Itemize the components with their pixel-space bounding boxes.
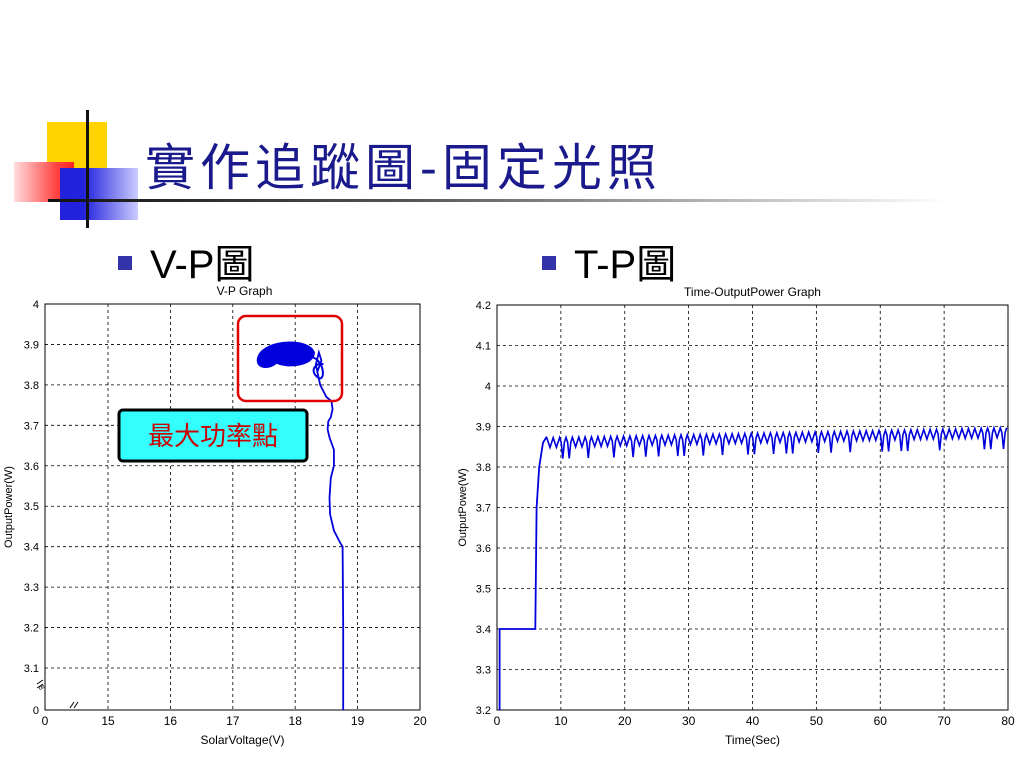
- vp-x-tick-label: 19: [351, 714, 365, 728]
- tp-y-tick-label: 3.9: [476, 422, 491, 434]
- tp-x-axis-label: Time(Sec): [725, 733, 780, 747]
- vp-y-tick-label: 3.4: [24, 542, 39, 554]
- vp-y-tick-label: 3.3: [24, 582, 39, 594]
- vp-y-tick-label: 3.2: [24, 623, 39, 635]
- tp-x-tick-label: 50: [810, 714, 824, 728]
- tp-x-tick-label: 0: [494, 714, 501, 728]
- vp-x-tick-label: 18: [289, 714, 303, 728]
- tp-y-tick-label: 3.7: [476, 503, 491, 515]
- vp-y-axis-break-mark: ꟹ: [37, 683, 49, 696]
- tp-x-tick-label: 40: [746, 714, 760, 728]
- vp-mpp-highlight-box: [236, 314, 344, 403]
- deco-blue-square: [60, 168, 138, 220]
- tp-chart-title: Time-OutputPower Graph: [684, 285, 821, 299]
- tp-y-axis-label: OutputPowe(W): [457, 468, 469, 546]
- bullet-vp-label: V-P圖: [150, 243, 255, 287]
- vp-series-line: [314, 349, 345, 710]
- tp-y-tick-label: 4: [485, 381, 491, 393]
- vp-y-tick-label: 3.9: [24, 339, 39, 351]
- vp-y-tick-label: 3.7: [24, 420, 39, 432]
- vp-y-axis-break-icon: [36, 679, 44, 689]
- vp-y-tick-label: 0: [33, 705, 39, 717]
- vp-x-tick-label: 0: [42, 714, 49, 728]
- tp-y-tick-label: 3.6: [476, 543, 491, 555]
- vp-y-tick-label: 3.6: [24, 461, 39, 473]
- vp-mpp-cluster: [256, 341, 315, 368]
- tp-x-tick-label: 10: [554, 714, 568, 728]
- tp-y-tick-label: 3.5: [476, 584, 491, 596]
- tp-y-tick-label: 3.4: [476, 624, 491, 636]
- vp-x-tick-label: 16: [164, 714, 178, 728]
- tp-x-tick-label: 80: [1001, 714, 1015, 728]
- vp-chart-title: V-P Graph: [217, 284, 273, 298]
- tp-series-startup: [498, 436, 548, 710]
- tp-x-tick-label: 60: [874, 714, 888, 728]
- tp-y-tick-label: 3.8: [476, 462, 491, 474]
- tp-y-tick-label: 4.2: [476, 300, 491, 312]
- tp-y-tick-label: 3.2: [476, 705, 491, 717]
- bullet-square-icon: [542, 256, 556, 271]
- vp-chart: 0 15 16 17 18 19 20 0 3.1 3.2 3.3 3.4 3.5 3.6 3.7 3.8 3.…: [3, 284, 427, 747]
- vp-x-axis-label: SolarVoltage(V): [200, 733, 284, 747]
- tp-series-steady: [546, 425, 1008, 459]
- vp-x-tick-label: 20: [413, 714, 427, 728]
- vp-x-tick-label: 17: [226, 714, 240, 728]
- vp-x-axis-break-icon: [69, 701, 79, 709]
- vp-callout-label: 最大功率點: [148, 422, 278, 452]
- vp-y-axis-label: OutputPower(W): [3, 466, 15, 548]
- bullet-tp: T-P圖: [542, 232, 676, 290]
- vp-callout-box: [117, 408, 309, 463]
- tp-y-tick-label: 4.1: [476, 341, 491, 353]
- vp-x-tick-label: 15: [101, 714, 115, 728]
- vp-y-tick-label: 4: [33, 299, 39, 311]
- vp-y-tick-label: 3.8: [24, 380, 39, 392]
- deco-horizontal-line: [48, 199, 948, 202]
- tp-x-tick-label: 20: [618, 714, 632, 728]
- bullet-square-icon: [118, 256, 132, 271]
- vp-y-tick-label: 3.5: [24, 501, 39, 513]
- tp-y-tick-label: 3.3: [476, 665, 491, 677]
- vp-y-tick-label: 3.1: [24, 663, 39, 675]
- tp-x-tick-label: 70: [937, 714, 951, 728]
- tp-chart: 0 10 20 30 40 50 60 70 80 3.2 3.3 3.4 3.5 3.6 3.7 3.8 3.…: [457, 285, 1015, 747]
- vp-mpp-loop: [310, 355, 325, 380]
- bullet-tp-label: T-P圖: [574, 243, 677, 287]
- tp-x-tick-label: 30: [682, 714, 696, 728]
- bullet-vp: V-P圖: [118, 232, 254, 290]
- page-title: 實作追蹤圖-固定光照: [145, 139, 662, 197]
- deco-vertical-line: [86, 110, 89, 228]
